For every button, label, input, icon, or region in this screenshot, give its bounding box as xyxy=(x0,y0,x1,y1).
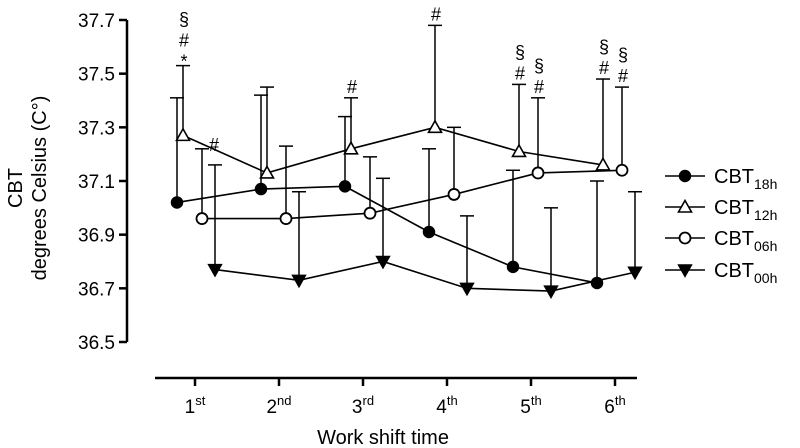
x-tick-label: 1st xyxy=(185,393,206,418)
significance-marker: # xyxy=(515,63,525,83)
data-point xyxy=(207,263,223,278)
series-line xyxy=(182,126,604,174)
significance-marker: § xyxy=(534,56,544,76)
legend-entry-00h: CBT00h xyxy=(665,260,777,286)
legend-entry-18h: CBT18h xyxy=(665,166,777,192)
legend-entry-12h: CBT12h xyxy=(665,197,777,223)
legend-marker xyxy=(677,198,693,213)
data-point xyxy=(343,140,359,155)
significance-marker: § xyxy=(599,37,609,57)
x-tick-label: 2nd xyxy=(266,393,291,418)
significance-marker: # xyxy=(431,4,441,24)
data-point xyxy=(511,143,527,158)
data-point xyxy=(175,127,191,142)
data-point xyxy=(627,266,643,281)
significance-marker: # xyxy=(179,31,189,51)
series-line xyxy=(176,185,598,284)
series-line xyxy=(202,169,623,220)
significance-marker: # xyxy=(599,58,609,78)
series-line xyxy=(214,260,636,292)
data-point xyxy=(279,212,293,225)
significance-marker: § xyxy=(515,42,525,62)
data-point xyxy=(615,163,629,177)
data-point xyxy=(254,182,268,196)
data-point xyxy=(595,156,611,171)
y-tick-label: 36.9 xyxy=(78,226,115,247)
legend: CBT18h CBT12h CBT06h CBT00h xyxy=(665,166,777,286)
data-point xyxy=(531,166,545,180)
legend-label: CBT00h xyxy=(714,260,777,286)
legend-marker xyxy=(678,169,692,183)
axes: 36.5 36.7 36.9 37.1 37.3 37.5 37.7 1st 2nd 3rd 4th… xyxy=(78,11,637,418)
x-tick-label: 3rd xyxy=(352,393,374,418)
data-point xyxy=(375,255,391,270)
legend-marker xyxy=(678,231,692,245)
data-point xyxy=(543,285,559,299)
y-axis-title-line2: degrees Celsius (C°) xyxy=(29,96,51,281)
legend-label: CBT06h xyxy=(714,228,777,254)
significance-marker: # xyxy=(209,135,219,155)
significance-marker: * xyxy=(180,52,187,72)
legend-label: CBT12h xyxy=(714,197,777,223)
plot-area: *#§###§#§##§#§ xyxy=(170,4,643,299)
y-tick-label: 37.3 xyxy=(78,118,115,139)
y-axis-title: CBT degrees Celsius (C°) xyxy=(5,96,51,281)
significance-marker: # xyxy=(618,66,628,86)
legend-label: CBT18h xyxy=(714,166,777,192)
y-tick-label: 37.7 xyxy=(78,11,115,32)
y-axis-title-line1: CBT xyxy=(5,168,27,208)
data-point xyxy=(259,164,275,179)
x-axis-title: Work shift time xyxy=(317,427,449,448)
series-cbt-06h: ##§#§ xyxy=(195,45,629,225)
data-point xyxy=(459,282,475,297)
y-tick-label: 37.1 xyxy=(78,172,115,193)
data-point xyxy=(506,260,520,274)
y-tick-label: 36.7 xyxy=(78,279,115,300)
data-point xyxy=(170,196,184,209)
significance-marker: § xyxy=(618,45,628,65)
legend-entry-06h: CBT06h xyxy=(665,228,777,254)
y-tick-label: 36.5 xyxy=(78,333,115,354)
significance-marker: # xyxy=(534,77,544,97)
x-tick-label: 4th xyxy=(436,393,457,418)
legend-marker xyxy=(677,264,693,278)
significance-marker: # xyxy=(347,77,357,97)
y-tick-label: 37.5 xyxy=(78,65,115,86)
data-point xyxy=(338,180,352,193)
data-point xyxy=(427,119,443,134)
significance-marker: § xyxy=(179,10,189,30)
data-point xyxy=(422,225,436,239)
x-tick-label: 5th xyxy=(520,393,541,418)
data-point xyxy=(363,206,377,220)
data-point xyxy=(447,188,461,201)
data-point xyxy=(195,212,209,225)
x-tick-label: 6th xyxy=(604,393,625,418)
series-cbt-00h xyxy=(207,164,643,299)
series-cbt-12h: *#§###§#§ xyxy=(175,4,611,179)
data-point xyxy=(291,274,307,289)
